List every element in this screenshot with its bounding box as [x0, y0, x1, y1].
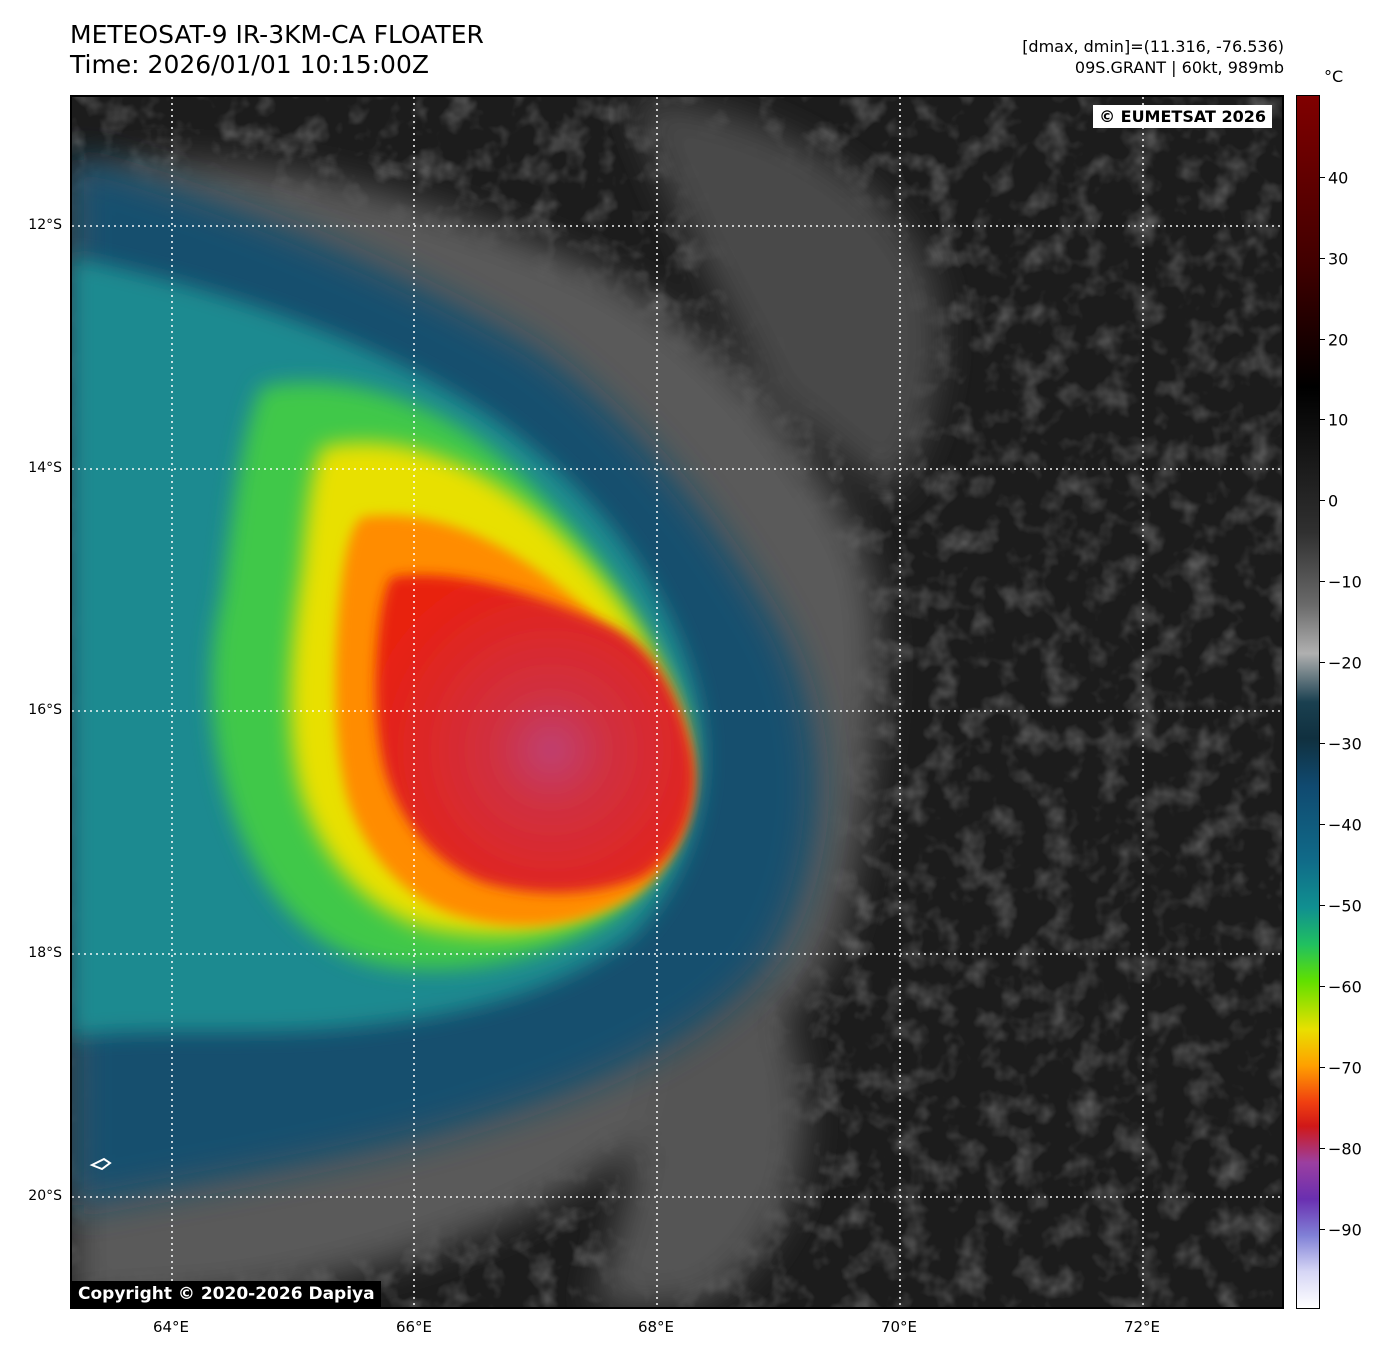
colorbar-tick [1320, 824, 1325, 825]
colorbar-label: 30 [1328, 249, 1349, 269]
latlon-grid [72, 97, 1282, 1307]
colorbar-tick [1320, 177, 1325, 178]
lat-label-12s: 12°S [28, 217, 62, 233]
colorbar-tick [1320, 743, 1325, 744]
colorbar-label: −50 [1328, 896, 1362, 916]
colorbar-label: −90 [1328, 1220, 1362, 1240]
lat-label-14s: 14°S [28, 460, 62, 476]
red-core [375, 575, 695, 893]
colorbar-tick [1320, 1067, 1325, 1068]
lat-label-16s: 16°S [28, 702, 62, 718]
colorbar-tick [1320, 986, 1325, 987]
colorbar-unit: °C [1324, 67, 1344, 86]
colorbar-label: 10 [1328, 410, 1349, 430]
colorbar-tick [1320, 419, 1325, 420]
figure-title: METEOSAT-9 IR-3KM-CA FLOATER Time: 2026/… [70, 20, 484, 80]
title-line-2: Time: 2026/01/01 10:15:00Z [70, 50, 429, 79]
colorbar-tick [1320, 662, 1325, 663]
colorbar-label: 20 [1328, 330, 1349, 350]
colorbar-tick [1320, 258, 1325, 259]
colorbar-label: −60 [1328, 977, 1362, 997]
colorbar-tick [1320, 339, 1325, 340]
storm-info-text: 09S.GRANT | 60kt, 989mb [1074, 58, 1284, 77]
dmax-dmin-text: [dmax, dmin]=(11.316, -76.536) [1022, 37, 1284, 56]
colorbar-tick [1320, 1229, 1325, 1230]
colorbar-label: −80 [1328, 1139, 1362, 1159]
colorbar-label: −40 [1328, 815, 1362, 835]
temperature-colorbar [1296, 95, 1320, 1309]
satellite-imagery [72, 97, 1282, 1307]
colorbar-label: −70 [1328, 1058, 1362, 1078]
lon-label-64e: 64°E [152, 1318, 190, 1336]
storm-metadata: [dmax, dmin]=(11.316, -76.536) 09S.GRANT… [1022, 36, 1284, 78]
colorbar-tick [1320, 581, 1325, 582]
lon-label-66e: 66°E [395, 1318, 433, 1336]
lon-label-70e: 70°E [880, 1318, 918, 1336]
dapiya-copyright: Copyright © 2020-2026 Dapiya [72, 1281, 381, 1307]
colorbar-tick [1320, 905, 1325, 906]
lon-label-68e: 68°E [637, 1318, 675, 1336]
colorbar-label: −20 [1328, 653, 1362, 673]
lat-label-18s: 18°S [28, 945, 62, 961]
colorbar-label: 40 [1328, 168, 1349, 188]
title-line-1: METEOSAT-9 IR-3KM-CA FLOATER [70, 20, 484, 49]
satellite-map[interactable]: © EUMETSAT 2026 Copyright © 2020-2026 Da… [70, 95, 1284, 1309]
colorbar-tick [1320, 1148, 1325, 1149]
lon-label-72e: 72°E [1123, 1318, 1161, 1336]
lat-label-20s: 20°S [28, 1188, 62, 1204]
colorbar-label: −30 [1328, 734, 1362, 754]
colorbar-tick [1320, 500, 1325, 501]
colorbar-label: −10 [1328, 572, 1362, 592]
island-outline [89, 1157, 112, 1171]
colorbar-label: 0 [1328, 491, 1339, 511]
eumetsat-copyright: © EUMETSAT 2026 [1093, 105, 1272, 128]
